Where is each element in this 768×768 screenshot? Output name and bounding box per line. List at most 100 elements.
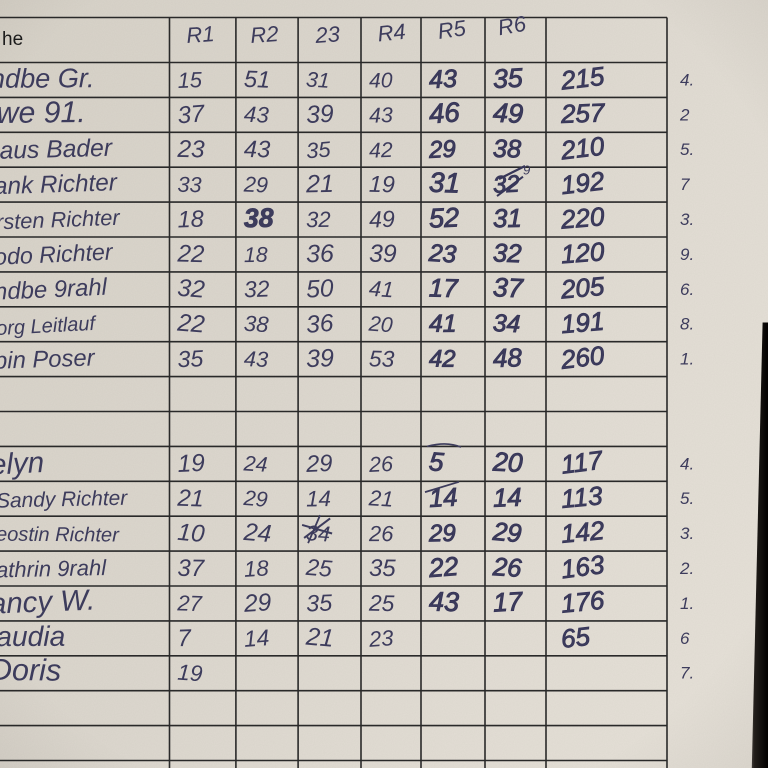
svg-text:5.: 5. [680,140,694,159]
svg-text:7: 7 [177,625,193,652]
svg-text:53: 53 [369,345,395,372]
svg-text:6: 6 [680,629,690,648]
svg-text:50: 50 [305,275,334,304]
svg-text:22: 22 [427,551,460,583]
svg-text:35: 35 [492,63,523,95]
svg-text:40: 40 [369,69,393,92]
svg-text:260: 260 [558,340,606,375]
svg-text:205: 205 [559,271,606,305]
svg-text:org Leitlauf: org Leitlauf [0,313,98,340]
svg-text:1.: 1. [680,594,694,613]
svg-text:20: 20 [367,311,394,337]
svg-text:3.: 3. [680,524,694,543]
svg-text:rsten Richter: rsten Richter [0,205,121,235]
svg-text:42: 42 [369,138,394,163]
svg-text:38: 38 [493,135,522,164]
svg-text:23: 23 [176,136,205,164]
svg-text:14: 14 [243,624,270,652]
svg-text:46: 46 [428,96,461,129]
svg-text:220: 220 [559,201,606,235]
svg-text:Sandy Richter: Sandy Richter [0,487,129,513]
svg-text:27: 27 [176,590,203,616]
svg-text:43: 43 [369,103,394,128]
svg-text:23: 23 [367,625,394,652]
svg-text:51: 51 [243,67,270,94]
svg-text:41: 41 [368,276,394,303]
svg-text:52: 52 [428,201,459,233]
svg-text:4.: 4. [680,70,694,89]
svg-text:14: 14 [306,486,331,511]
svg-text:31: 31 [493,205,522,233]
svg-text:8.: 8. [680,315,694,334]
svg-text:32: 32 [176,275,206,304]
svg-text:29: 29 [242,589,272,618]
svg-text:48: 48 [493,344,523,373]
svg-text:17: 17 [492,586,524,618]
svg-text:43: 43 [243,346,268,372]
svg-text:33: 33 [177,172,202,197]
svg-text:49: 49 [368,206,395,233]
svg-text:laudia: laudia [0,620,65,652]
svg-text:elyn: elyn [0,446,45,482]
svg-text:23: 23 [427,240,457,269]
svg-text:43: 43 [428,65,457,94]
svg-text:25: 25 [368,590,395,617]
svg-text:215: 215 [558,61,606,96]
svg-text:4.: 4. [680,454,694,473]
svg-text:eostin Richter: eostin Richter [0,524,120,547]
svg-text:65: 65 [559,621,592,654]
svg-text:43: 43 [429,587,459,617]
svg-text:257: 257 [559,97,606,129]
svg-text:laus Bader: laus Bader [0,135,114,165]
svg-text:9.: 9. [680,245,694,264]
svg-text:35: 35 [305,136,332,163]
svg-text:19: 19 [177,450,206,478]
svg-text:192: 192 [559,166,606,201]
svg-text:17: 17 [429,274,460,303]
svg-text:19: 19 [177,660,204,687]
svg-text:36: 36 [305,310,335,339]
svg-text:49: 49 [492,98,524,130]
svg-text:19: 19 [369,171,396,198]
svg-text:163: 163 [559,549,606,584]
svg-text:he: he [2,29,23,50]
svg-text:32: 32 [306,207,331,232]
svg-text:176: 176 [560,585,607,619]
svg-text:39: 39 [369,240,397,268]
svg-text:5.: 5. [680,489,694,508]
svg-text:ndbe 9rahl: ndbe 9rahl [0,274,108,306]
svg-text:5: 5 [428,446,445,477]
svg-text:24: 24 [242,451,268,477]
svg-text:41: 41 [429,311,457,338]
svg-text:21: 21 [304,622,335,652]
svg-text:20: 20 [491,447,523,478]
svg-text:29: 29 [242,486,269,512]
svg-text:9: 9 [523,162,531,177]
svg-text:29: 29 [428,520,456,547]
svg-text:120: 120 [560,236,606,269]
svg-text:R6: R6 [496,11,529,41]
svg-text:14: 14 [492,484,522,513]
svg-text:odo Richter: odo Richter [0,238,114,269]
svg-text:24: 24 [242,519,273,548]
svg-text:38: 38 [244,203,274,234]
svg-text:26: 26 [367,452,393,477]
svg-text:35: 35 [306,589,334,616]
svg-text:18: 18 [243,555,270,582]
svg-text:18: 18 [244,243,268,267]
svg-text:39: 39 [306,344,335,373]
svg-text:18: 18 [177,207,204,234]
svg-text:ancy W.: ancy W. [0,584,96,621]
svg-text:21: 21 [176,486,204,513]
svg-text:35: 35 [369,555,397,582]
svg-text:31: 31 [305,67,330,93]
svg-text:37: 37 [176,100,207,129]
svg-text:34: 34 [492,310,521,338]
svg-text:lwe 91.: lwe 91. [0,96,86,130]
svg-text:32: 32 [243,275,270,302]
svg-text:21: 21 [367,485,394,512]
svg-text:Doris: Doris [0,653,61,688]
svg-text:R2: R2 [249,21,279,48]
svg-text:35: 35 [177,345,204,372]
svg-text:22: 22 [176,241,205,269]
